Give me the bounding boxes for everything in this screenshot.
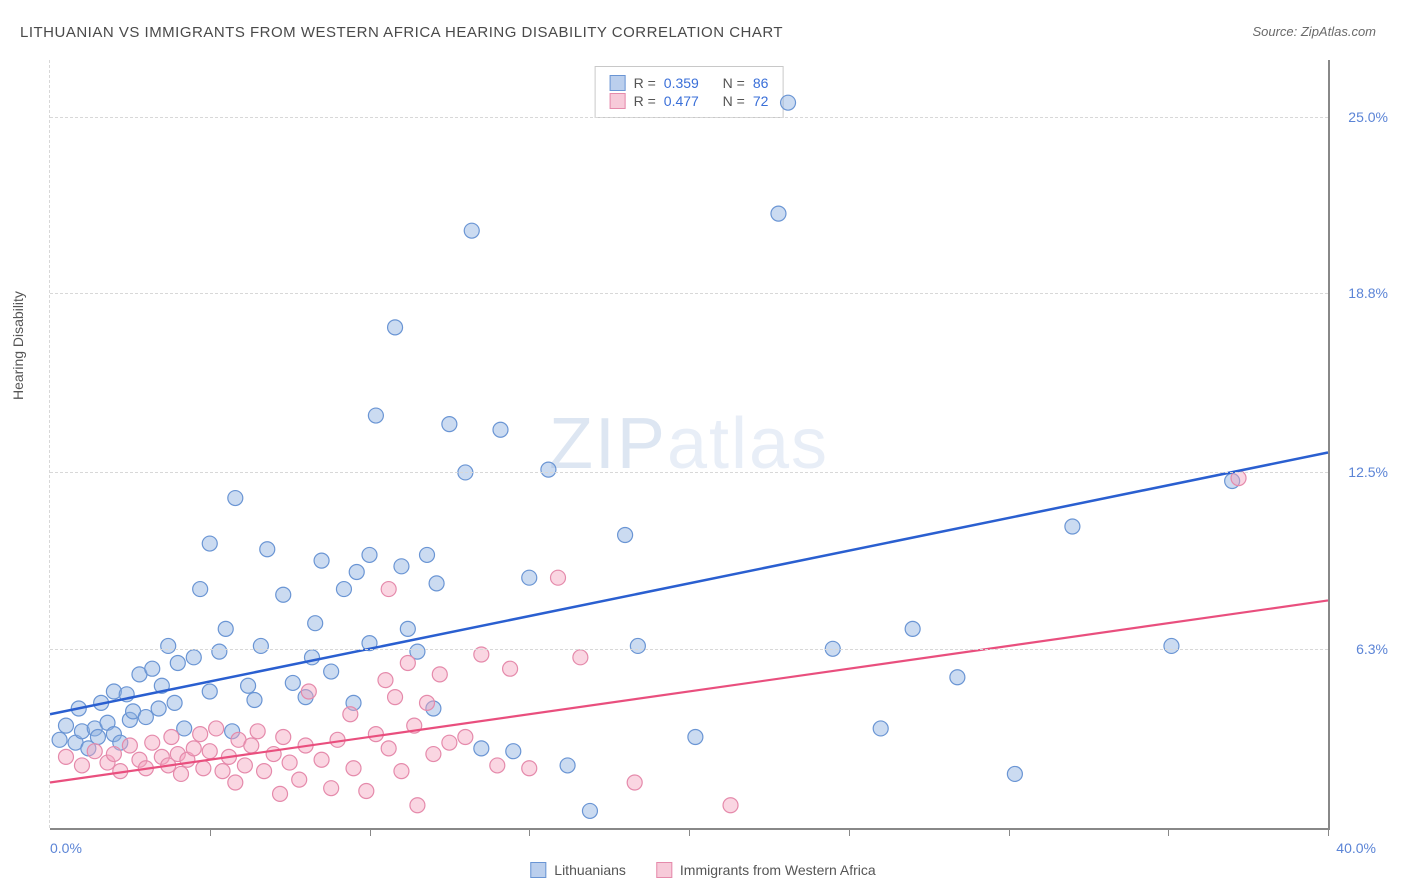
- bottom-legend: Lithuanians Immigrants from Western Afri…: [530, 862, 875, 878]
- plot-area: ZIPatlas R = 0.359 N = 86 R = 0.477 N = …: [50, 60, 1330, 830]
- swatch-blue-icon: [530, 862, 546, 878]
- chart-title: LITHUANIAN VS IMMIGRANTS FROM WESTERN AF…: [20, 24, 783, 41]
- y-axis-label: Hearing Disability: [10, 291, 26, 400]
- y-tick-label: 18.8%: [1348, 285, 1388, 301]
- y-tick-label: 12.5%: [1348, 464, 1388, 480]
- legend-item-series-2: Immigrants from Western Africa: [656, 862, 876, 878]
- scatter-svg: [50, 60, 1328, 828]
- source-label: Source: ZipAtlas.com: [1252, 24, 1376, 39]
- x-axis-min-label: 0.0%: [50, 840, 82, 856]
- legend-item-series-1: Lithuanians: [530, 862, 626, 878]
- y-tick-label: 25.0%: [1348, 109, 1388, 125]
- legend-label: Lithuanians: [554, 862, 626, 878]
- x-axis-max-label: 40.0%: [1336, 840, 1376, 856]
- legend-label: Immigrants from Western Africa: [680, 862, 876, 878]
- swatch-pink-icon: [656, 862, 672, 878]
- y-tick-label: 6.3%: [1356, 641, 1388, 657]
